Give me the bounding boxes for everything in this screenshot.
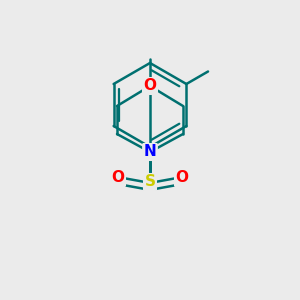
Text: S: S [145,175,155,190]
Text: N: N [144,145,156,160]
Text: O: O [112,170,124,185]
Text: O: O [143,79,157,94]
Text: O: O [176,170,188,185]
